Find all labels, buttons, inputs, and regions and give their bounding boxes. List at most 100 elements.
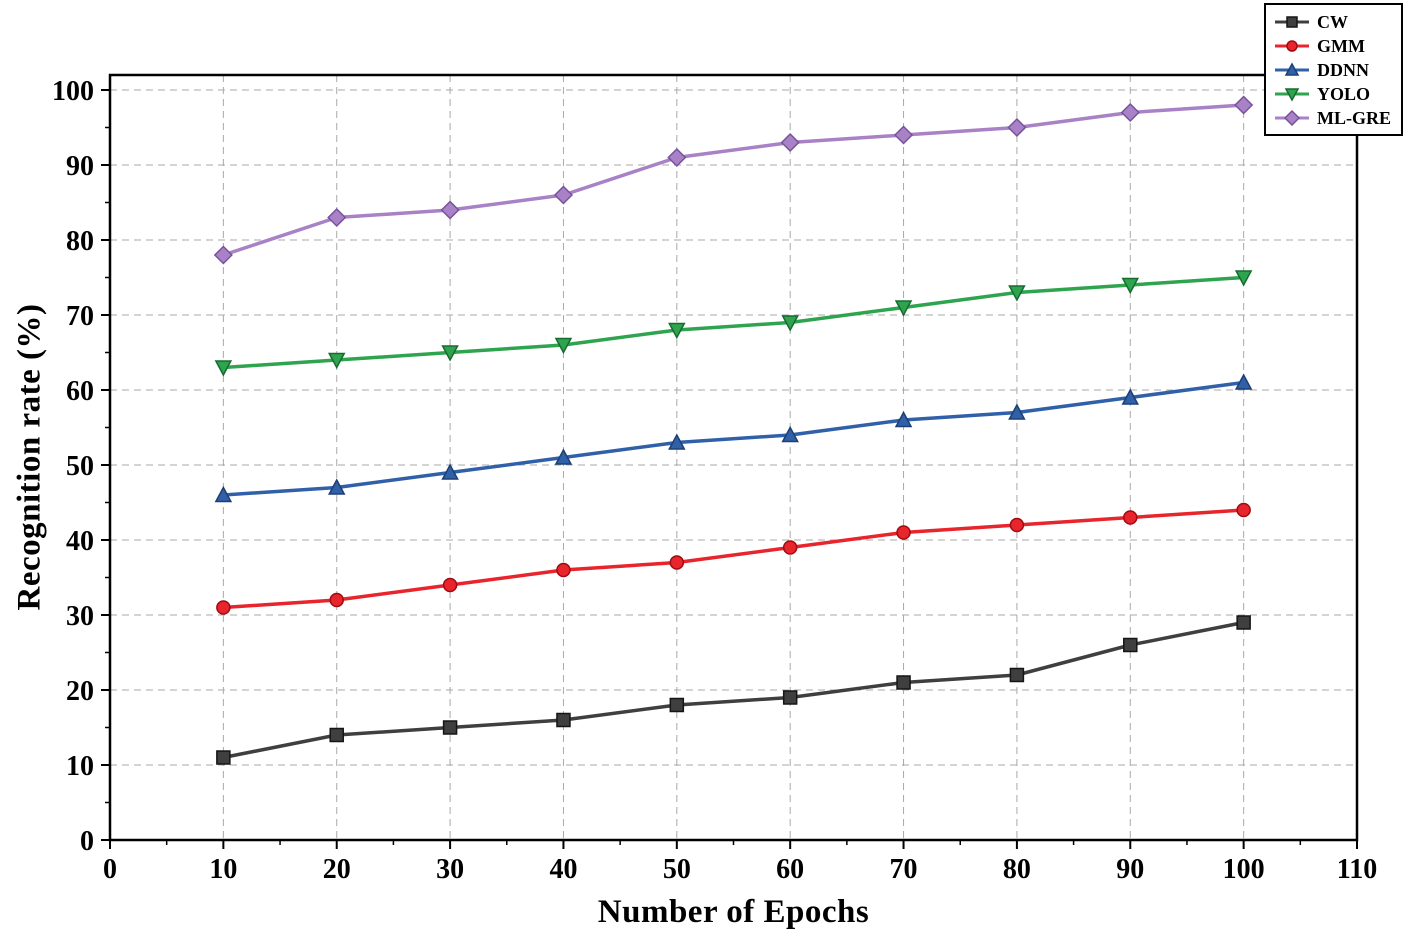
data-point-marker	[781, 425, 799, 443]
data-point-marker	[327, 352, 346, 370]
data-point-marker	[1234, 373, 1253, 390]
x-tick-label: 60	[776, 854, 804, 885]
y-tick-label: 70	[66, 301, 94, 332]
x-tick-label: 40	[549, 854, 577, 885]
data-point-marker	[668, 322, 686, 340]
data-point-marker	[667, 147, 687, 168]
series-line	[223, 508, 1244, 610]
series-line	[223, 380, 1244, 497]
legend-item-ddnn: DDNN	[1273, 58, 1391, 81]
data-point-marker	[441, 463, 459, 480]
data-point-marker	[1008, 285, 1026, 302]
triangle-up-marker-icon	[1275, 61, 1309, 76]
x-tick-label: 50	[663, 854, 691, 885]
data-point-marker	[554, 448, 573, 465]
y-tick-label: 10	[66, 751, 94, 782]
data-point-marker	[896, 525, 911, 540]
data-point-marker	[216, 600, 231, 615]
diamond-marker-icon	[1275, 109, 1309, 126]
data-point-marker	[1009, 517, 1025, 533]
data-point-marker	[1123, 510, 1138, 525]
data-point-marker	[1008, 403, 1026, 420]
y-tick-label: 20	[66, 676, 94, 707]
data-point-marker	[327, 478, 346, 495]
data-point-marker	[782, 540, 798, 555]
legend-marker-symbol	[1284, 61, 1300, 76]
data-point-marker	[329, 592, 344, 608]
legend-label: YOLO	[1317, 83, 1371, 104]
square-marker-icon	[1275, 15, 1309, 28]
data-point-marker	[894, 300, 913, 317]
data-point-marker	[556, 562, 571, 578]
x-tick-label: 30	[436, 854, 464, 885]
y-tick-label: 40	[66, 526, 94, 557]
data-point-marker	[553, 185, 574, 205]
x-tick-label: 20	[323, 854, 351, 885]
legend-marker-symbol	[1284, 87, 1300, 102]
data-point-marker	[669, 697, 685, 713]
data-point-marker	[669, 555, 685, 570]
data-point-marker	[554, 337, 573, 355]
circle-marker-icon	[1275, 39, 1309, 52]
data-point-marker	[216, 750, 231, 765]
data-point-marker	[214, 485, 233, 503]
series-ddnn	[214, 373, 1253, 503]
x-axis-label: Number of Epochs	[597, 894, 870, 930]
legend-label: DDNN	[1317, 59, 1369, 80]
x-tick-label: 80	[1003, 854, 1031, 885]
data-point-marker	[440, 200, 460, 220]
data-point-marker	[556, 712, 571, 728]
series-ml-gre	[213, 95, 1254, 265]
data-point-marker	[442, 720, 458, 735]
legend-label: ML-GRE	[1317, 107, 1391, 128]
data-point-marker	[1236, 615, 1251, 630]
series-gmm	[216, 502, 1251, 615]
data-point-marker	[894, 410, 913, 428]
x-tick-label: 110	[1337, 854, 1377, 885]
data-point-marker	[441, 345, 459, 362]
legend-item-yolo: YOLO	[1273, 82, 1391, 105]
x-tick-label: 10	[209, 854, 237, 885]
triangle-down-marker-icon	[1275, 87, 1309, 102]
y-tick-label: 80	[66, 226, 94, 257]
data-point-marker	[213, 245, 233, 265]
y-tick-label: 100	[52, 76, 94, 107]
y-tick-label: 50	[66, 451, 94, 482]
legend-marker-symbol	[1286, 15, 1298, 28]
data-point-marker	[1234, 95, 1254, 115]
data-point-marker	[214, 360, 233, 377]
data-point-marker	[329, 727, 344, 743]
x-tick-label: 0	[103, 854, 117, 885]
legend-label: GMM	[1317, 35, 1365, 56]
data-point-marker	[896, 675, 911, 690]
data-point-marker	[1120, 102, 1140, 123]
y-tick-label: 90	[66, 151, 94, 182]
legend-marker-symbol	[1283, 109, 1301, 126]
data-point-marker	[1121, 277, 1140, 295]
legend-item-gmm: GMM	[1273, 34, 1391, 57]
data-point-marker	[893, 125, 914, 145]
series-cw	[216, 615, 1251, 765]
legend-item-cw: CW	[1273, 10, 1391, 33]
data-point-marker	[1007, 117, 1027, 138]
data-point-marker	[781, 315, 799, 332]
series-line	[223, 275, 1244, 370]
data-point-marker	[1123, 637, 1138, 653]
x-tick-label: 100	[1223, 854, 1265, 885]
y-tick-label: 30	[66, 601, 94, 632]
y-axis-label: Recognition rate (%)	[11, 303, 48, 611]
legend-marker-symbol	[1286, 39, 1298, 52]
series-line	[222, 103, 1244, 257]
y-tick-label: 0	[80, 826, 94, 857]
legend: CW GMM DDNN YOLO ML-GRE	[1264, 3, 1403, 136]
x-tick-label: 90	[1116, 854, 1144, 885]
data-point-marker	[782, 690, 798, 705]
data-point-marker	[327, 207, 347, 228]
series-yolo	[214, 270, 1253, 377]
data-point-marker	[442, 577, 458, 593]
y-tick-label: 60	[66, 376, 94, 407]
data-point-marker	[668, 433, 686, 450]
data-point-marker	[1234, 270, 1253, 287]
